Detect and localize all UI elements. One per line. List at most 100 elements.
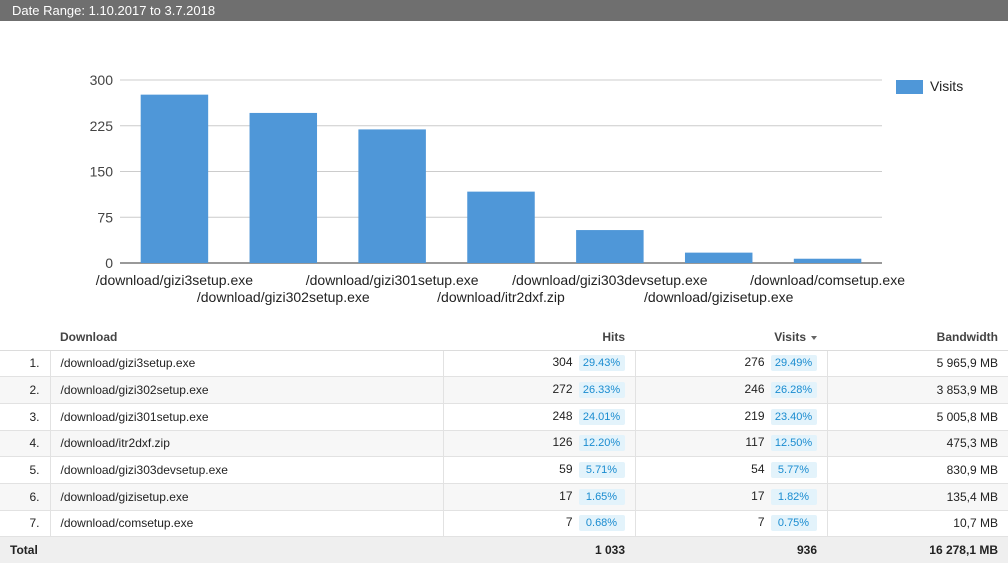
row-bandwidth: 135,4 MB: [827, 483, 1008, 511]
table-row[interactable]: 2. /download/gizi302setup.exe 272 26.33% 246…: [0, 376, 1008, 404]
legend-label: Visits: [930, 78, 963, 94]
hits-value: 7: [565, 515, 573, 530]
row-download-name: /download/gizi303devsetup.exe: [50, 456, 444, 484]
bar-chart-svg: 0 75 150 225 300/download/gizi3setup.exe/dow…: [90, 72, 964, 305]
date-range-text: Date Range: 1.10.2017 to 3.7.2018: [12, 3, 216, 18]
bandwidth-column-header[interactable]: Bandwidth: [827, 324, 1008, 351]
row-hits: 7 0.68%: [443, 510, 636, 538]
y-tick-label: 225: [90, 118, 114, 134]
row-index: 1.: [0, 350, 51, 378]
row-hits: 59 5.71%: [443, 456, 636, 484]
x-tick-label: /download/gizi303devsetup.exe: [512, 272, 708, 288]
y-tick-label: 75: [97, 209, 113, 225]
bar: [467, 191, 535, 263]
bandwidth-value: 135,4 MB: [946, 489, 998, 504]
download-name-text[interactable]: /download/gizi3setup.exe: [60, 356, 196, 371]
index-column-header: [0, 324, 50, 351]
visits-percent-badge: 26.28%: [770, 382, 817, 399]
x-tick-label: /download/comsetup.exe: [750, 272, 905, 288]
date-range-bar: Date Range: 1.10.2017 to 3.7.2018: [0, 0, 1008, 21]
download-name-text[interactable]: /download/gizi303devsetup.exe: [60, 463, 228, 478]
y-tick-label: 0: [105, 255, 113, 271]
total-visits: 936: [635, 536, 827, 563]
hits-value: 272: [552, 382, 573, 397]
row-index-text: 3.: [29, 409, 40, 424]
table-row[interactable]: 7. /download/comsetup.exe 7 0.68% 7 0.75% 10,7…: [0, 510, 1008, 538]
x-tick-label: /download/gizi301setup.exe: [306, 272, 479, 288]
table-row[interactable]: 1. /download/gizi3setup.exe 304 29.43% 276 29…: [0, 350, 1008, 378]
hits-value: 17: [559, 488, 573, 503]
sort-desc-icon: [811, 335, 817, 340]
bar: [793, 258, 862, 263]
visits-value: 54: [751, 462, 765, 477]
total-label: Total: [0, 536, 443, 563]
hits-percent-badge: 5.71%: [578, 462, 625, 479]
row-download-name: /download/gizi302setup.exe: [50, 376, 444, 404]
hits-percent-badge: 26.33%: [578, 382, 625, 399]
row-hits: 304 29.43%: [443, 350, 636, 378]
row-index: 6.: [0, 483, 51, 511]
visits-percent-badge: 0.75%: [770, 515, 817, 532]
visits-value: 276: [744, 355, 765, 370]
row-visits: 117 12.50%: [635, 430, 828, 458]
bandwidth-value: 5 965,9 MB: [936, 356, 998, 371]
row-bandwidth: 10,7 MB: [827, 510, 1008, 538]
row-index-text: 5.: [29, 463, 40, 478]
downloads-table: Download Hits Visits Bandwidth 1. /downlo…: [0, 324, 1008, 563]
bar: [249, 112, 318, 263]
table-row[interactable]: 3. /download/gizi301setup.exe 248 24.01% 219…: [0, 403, 1008, 431]
visits-percent-badge: 1.82%: [770, 488, 817, 505]
download-name-text[interactable]: /download/itr2dxf.zip: [60, 436, 170, 451]
table-row[interactable]: 5. /download/gizi303devsetup.exe 59 5.71% 54…: [0, 456, 1008, 484]
download-name-text[interactable]: /download/gizisetup.exe: [60, 489, 189, 504]
row-index: 7.: [0, 510, 51, 538]
row-bandwidth: 5 005,8 MB: [827, 403, 1008, 431]
row-index: 4.: [0, 430, 51, 458]
row-index: 2.: [0, 376, 51, 404]
row-index-text: 2.: [29, 383, 40, 398]
row-index-text: 7.: [29, 516, 40, 531]
download-name-text[interactable]: /download/gizi302setup.exe: [60, 383, 209, 398]
legend-swatch: [896, 80, 923, 94]
bandwidth-value: 10,7 MB: [953, 516, 998, 531]
download-column-header[interactable]: Download: [50, 324, 443, 351]
row-download-name: /download/itr2dxf.zip: [50, 430, 444, 458]
visits-column-header[interactable]: Visits: [635, 324, 827, 351]
visits-percent-badge: 29.49%: [770, 355, 817, 372]
row-index-text: 6.: [29, 489, 40, 504]
row-hits: 17 1.65%: [443, 483, 636, 511]
table-row[interactable]: 4. /download/itr2dxf.zip 126 12.20% 117 12.50…: [0, 430, 1008, 458]
bar: [684, 252, 753, 263]
visits-value: 117: [745, 435, 765, 450]
row-visits: 219 23.40%: [635, 403, 828, 431]
bandwidth-value: 830,9 MB: [946, 463, 998, 478]
table-body: 1. /download/gizi3setup.exe 304 29.43% 276 29…: [0, 350, 1008, 538]
row-visits: 7 0.75%: [635, 510, 828, 538]
download-name-text[interactable]: /download/comsetup.exe: [60, 516, 194, 531]
hits-percent-badge: 0.68%: [578, 515, 625, 532]
bar: [576, 230, 644, 263]
bar: [358, 129, 426, 263]
hits-column-header[interactable]: Hits: [443, 324, 635, 351]
download-name-text[interactable]: /download/gizi301setup.exe: [60, 409, 209, 424]
visits-column-label: Visits: [774, 329, 806, 344]
bar: [140, 94, 209, 263]
row-index: 3.: [0, 403, 51, 431]
y-tick-label: 150: [90, 164, 114, 180]
row-visits: 276 29.49%: [635, 350, 828, 378]
row-visits: 246 26.28%: [635, 376, 828, 404]
row-visits: 17 1.82%: [635, 483, 828, 511]
row-index-text: 4.: [29, 436, 40, 451]
row-bandwidth: 3 853,9 MB: [827, 376, 1008, 404]
visits-percent-badge: 5.77%: [770, 462, 817, 479]
table-header-row: Download Hits Visits Bandwidth: [0, 324, 1008, 351]
total-hits: 1 033: [443, 536, 635, 563]
row-download-name: /download/gizi301setup.exe: [50, 403, 444, 431]
row-hits: 248 24.01%: [443, 403, 636, 431]
visits-value: 219: [744, 408, 765, 423]
row-bandwidth: 475,3 MB: [827, 430, 1008, 458]
hits-value: 126: [552, 435, 573, 450]
hits-value: 248: [552, 408, 573, 423]
hits-percent-badge: 24.01%: [578, 408, 625, 425]
table-row[interactable]: 6./download/gizisetup.exe 17 1.65% 17 1.82% 1…: [0, 483, 1008, 511]
